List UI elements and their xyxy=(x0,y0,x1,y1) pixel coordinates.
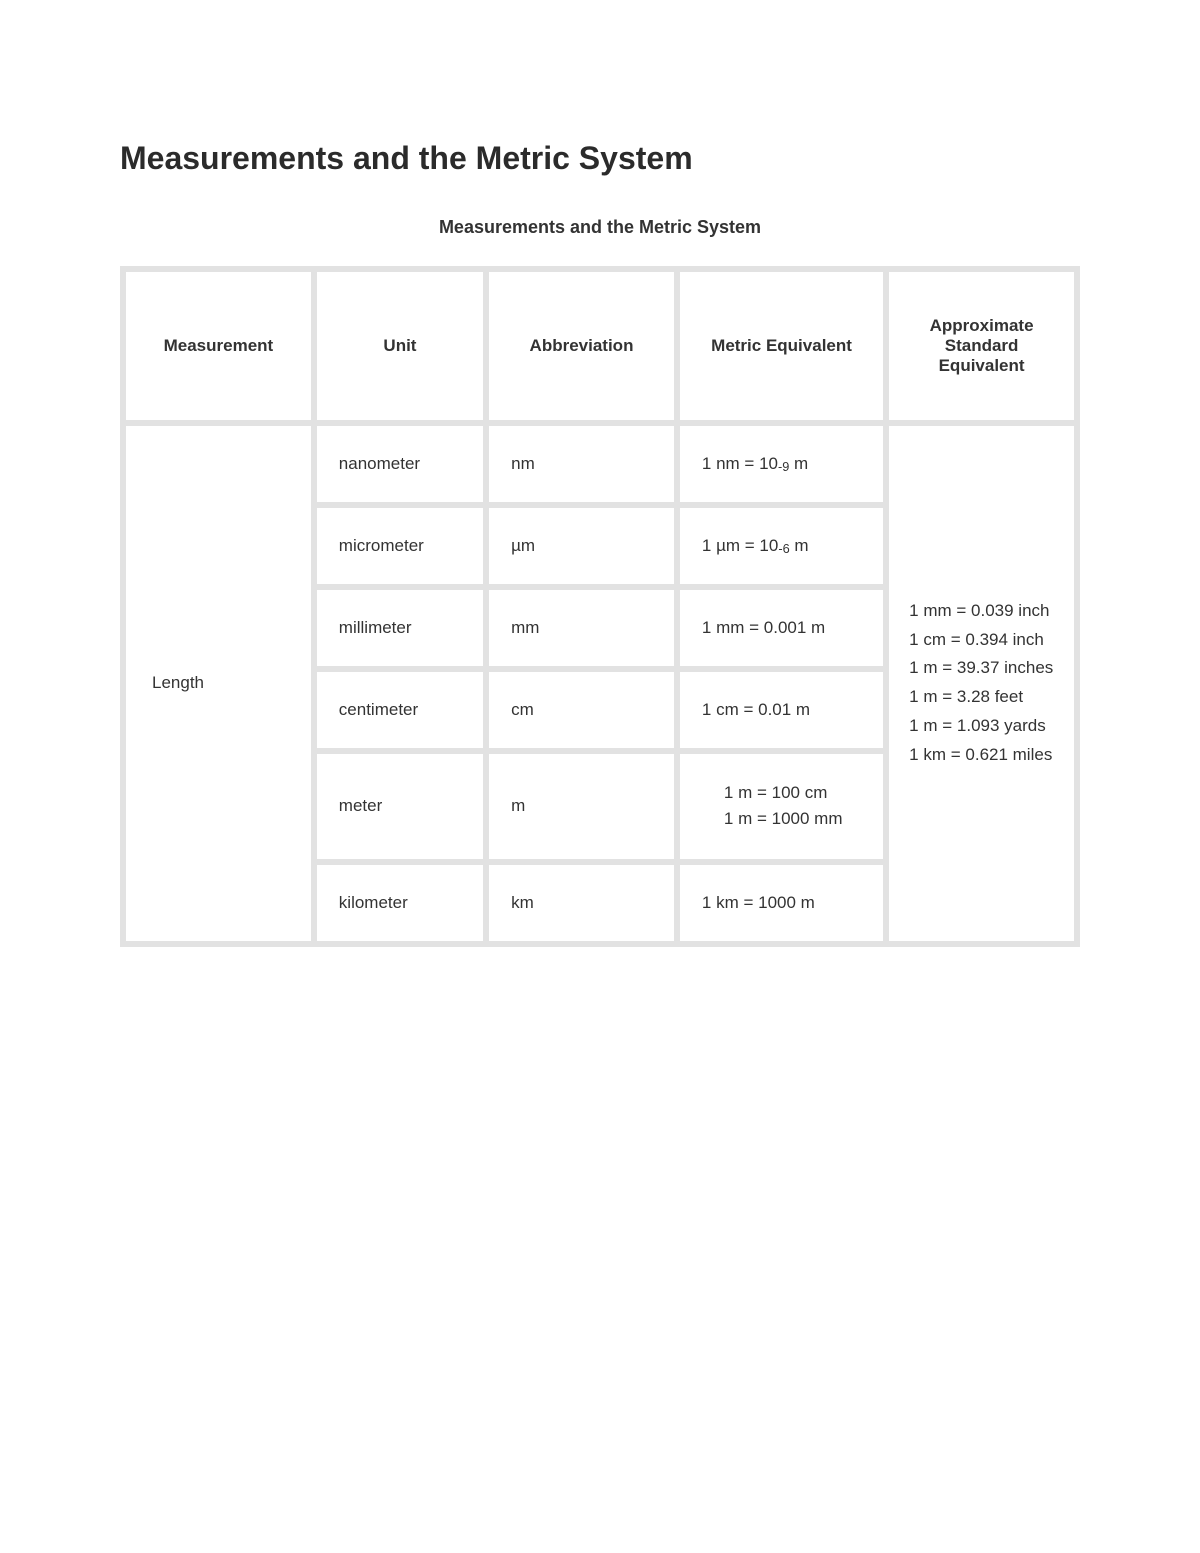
metric-table: Measurement Unit Abbreviation Metric Equ… xyxy=(120,266,1080,947)
document-page: Measurements and the Metric System Measu… xyxy=(0,0,1200,1553)
abbreviation-cell: cm xyxy=(489,672,674,748)
abbreviation-cell: km xyxy=(489,865,674,941)
table-caption: Measurements and the Metric System xyxy=(120,217,1080,238)
col-abbreviation: Abbreviation xyxy=(489,272,674,420)
table-header-row: Measurement Unit Abbreviation Metric Equ… xyxy=(126,272,1074,420)
unit-cell: millimeter xyxy=(317,590,483,666)
standard-equivalent-cell: 1 mm = 0.039 inch1 cm = 0.394 inch1 m = … xyxy=(889,426,1074,941)
page-title: Measurements and the Metric System xyxy=(120,140,1080,177)
abbreviation-cell: nm xyxy=(489,426,674,502)
abbreviation-cell: m xyxy=(489,754,674,859)
metric-equivalent-cell: 1 cm = 0.01 m xyxy=(680,672,883,748)
metric-equivalent-cell: 1 km = 1000 m xyxy=(680,865,883,941)
table-row: Lengthnanometernm1 nm = 10-9 m1 mm = 0.0… xyxy=(126,426,1074,502)
col-metric-equiv: Metric Equivalent xyxy=(680,272,883,420)
unit-cell: meter xyxy=(317,754,483,859)
unit-cell: centimeter xyxy=(317,672,483,748)
metric-equivalent-cell: 1 m = 100 cm1 m = 1000 mm xyxy=(680,754,883,859)
unit-cell: kilometer xyxy=(317,865,483,941)
metric-equivalent-cell: 1 mm = 0.001 m xyxy=(680,590,883,666)
metric-equivalent-cell: 1 µm = 10-6 m xyxy=(680,508,883,584)
measurement-cell: Length xyxy=(126,426,311,941)
col-unit: Unit xyxy=(317,272,483,420)
metric-equivalent-cell: 1 nm = 10-9 m xyxy=(680,426,883,502)
col-measurement: Measurement xyxy=(126,272,311,420)
table-body: Lengthnanometernm1 nm = 10-9 m1 mm = 0.0… xyxy=(126,426,1074,941)
unit-cell: nanometer xyxy=(317,426,483,502)
unit-cell: micrometer xyxy=(317,508,483,584)
abbreviation-cell: mm xyxy=(489,590,674,666)
abbreviation-cell: µm xyxy=(489,508,674,584)
col-standard-equiv: Approximate Standard Equivalent xyxy=(889,272,1074,420)
